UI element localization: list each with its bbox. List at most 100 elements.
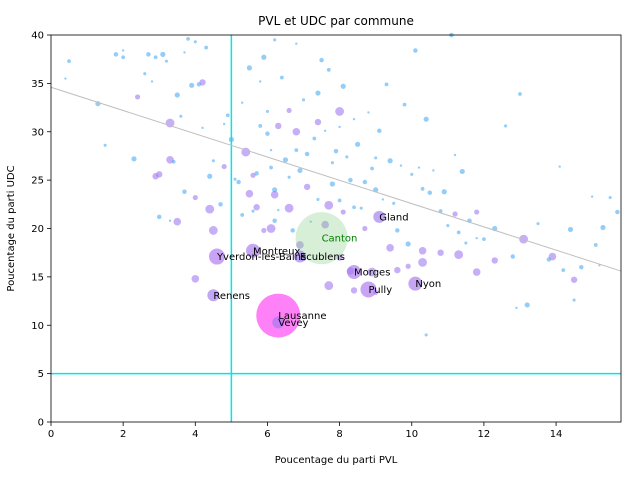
data-point-medium xyxy=(250,172,256,178)
data-point xyxy=(251,209,255,213)
x-tick-label: 6 xyxy=(264,429,270,440)
data-point-medium xyxy=(134,94,141,100)
data-point-medium xyxy=(199,79,206,86)
data-point xyxy=(567,226,574,233)
data-point xyxy=(464,241,468,245)
commune-bubble xyxy=(207,289,220,302)
data-point-medium xyxy=(192,194,198,201)
x-tick-label: 0 xyxy=(48,429,54,440)
data-point xyxy=(218,202,223,207)
data-point xyxy=(590,195,594,198)
data-point xyxy=(441,189,447,195)
data-point xyxy=(295,42,298,45)
data-point xyxy=(225,113,230,118)
data-point xyxy=(241,101,244,104)
data-point xyxy=(330,161,334,165)
data-point xyxy=(193,40,197,44)
ticks-layer: 0 2 4 6 8 10 12 14 0 5 10 15 20 25 30 35 40 xyxy=(31,31,562,441)
data-point-medium xyxy=(324,200,334,210)
data-point-medium xyxy=(208,226,218,235)
data-point xyxy=(186,36,190,41)
commune-bubble xyxy=(246,243,261,258)
data-point xyxy=(338,125,341,129)
data-point-medium xyxy=(340,209,346,215)
data-point xyxy=(315,90,321,96)
data-point xyxy=(160,51,166,57)
data-point xyxy=(359,206,363,210)
data-point xyxy=(482,237,486,242)
data-point xyxy=(174,92,180,98)
data-point xyxy=(510,254,516,259)
data-point-medium xyxy=(261,227,267,234)
data-point-medium xyxy=(474,209,480,215)
y-tick-label: 35 xyxy=(31,79,44,90)
data-point xyxy=(168,219,172,222)
y-tick-label: 20 xyxy=(31,224,44,235)
data-point-medium xyxy=(284,203,294,213)
data-point xyxy=(233,177,237,181)
data-point xyxy=(374,156,378,160)
data-point xyxy=(387,158,393,164)
lines-layer xyxy=(50,35,622,422)
data-point xyxy=(236,179,241,185)
commune-label: Vevey xyxy=(278,318,308,329)
data-point xyxy=(277,208,280,212)
commune-label: Nyon xyxy=(415,279,441,290)
x-tick-label: 12 xyxy=(478,429,491,440)
data-point xyxy=(319,57,324,63)
data-point-medium xyxy=(386,244,394,252)
data-point xyxy=(259,80,262,83)
data-point xyxy=(179,114,183,118)
data-point xyxy=(222,122,226,126)
data-point xyxy=(558,165,561,168)
data-point xyxy=(269,165,273,170)
data-point xyxy=(261,54,267,60)
data-point xyxy=(211,159,215,163)
data-point xyxy=(402,102,407,107)
data-point-medium xyxy=(221,163,227,170)
data-point xyxy=(561,268,566,273)
data-point xyxy=(189,82,195,88)
data-point xyxy=(579,264,584,270)
commune-bubble xyxy=(256,293,301,338)
x-tick-label: 2 xyxy=(120,429,126,440)
data-point xyxy=(370,166,374,171)
data-point xyxy=(207,173,213,179)
data-point xyxy=(392,201,396,205)
data-point-medium xyxy=(324,281,334,290)
data-point-medium xyxy=(472,268,481,276)
data-point xyxy=(395,228,400,233)
data-point xyxy=(377,128,382,134)
data-point xyxy=(518,92,522,96)
data-point xyxy=(254,171,259,176)
data-point-medium xyxy=(191,275,200,283)
y-tick-label: 25 xyxy=(31,176,44,187)
data-point-medium xyxy=(491,257,498,264)
data-point xyxy=(423,116,429,122)
data-point xyxy=(432,169,435,172)
y-tick-label: 15 xyxy=(31,272,44,283)
data-point xyxy=(438,209,443,213)
data-point xyxy=(316,197,320,202)
data-point xyxy=(240,213,245,217)
data-point xyxy=(420,186,425,191)
data-point xyxy=(459,168,465,175)
data-point xyxy=(340,83,346,89)
data-point xyxy=(367,111,370,114)
data-point xyxy=(67,59,71,64)
commune-bubble xyxy=(293,250,306,263)
data-point xyxy=(399,164,403,167)
data-point xyxy=(348,177,353,183)
data-point-medium xyxy=(548,252,557,261)
data-point xyxy=(405,241,411,247)
data-point xyxy=(290,228,295,233)
data-point-medium xyxy=(286,107,292,114)
data-point xyxy=(282,157,289,163)
data-point xyxy=(273,38,277,42)
data-point-medium xyxy=(437,249,444,256)
y-tick-label: 5 xyxy=(38,369,44,380)
data-point-medium xyxy=(292,127,301,136)
data-point xyxy=(304,151,310,157)
x-tick-label: 4 xyxy=(192,429,198,440)
data-point-medium xyxy=(152,173,159,180)
